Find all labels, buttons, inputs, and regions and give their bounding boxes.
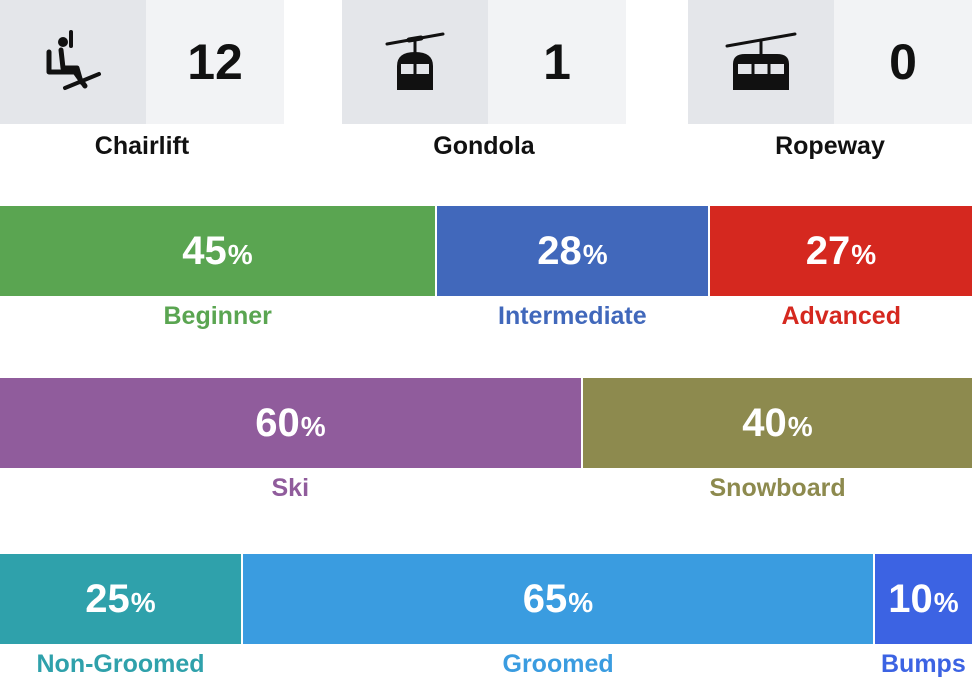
lift-gondola: 1 Gondola	[342, 0, 626, 180]
percent-sign: %	[851, 239, 877, 270]
category-label-snowboard: Snowboard	[709, 474, 846, 502]
bar-segment-beginner: 45%	[0, 206, 435, 296]
grooming-bar: 25% Non-Groomed 65% Groomed 10% Bumps	[0, 554, 972, 686]
percent-sign: %	[130, 587, 156, 618]
chairlift-label: Chairlift	[94, 132, 190, 160]
data-label-beginner: 45	[182, 228, 227, 273]
bar-segment-bumps: 10%	[875, 554, 972, 644]
lift-summary: 12 Chairlift 1 Gondola	[0, 0, 972, 180]
bar-segment-snowboard: 40%	[583, 378, 972, 468]
category-label-advanced: Advanced	[781, 302, 901, 330]
data-label-ski: 60	[255, 400, 300, 445]
category-label-groomed: Groomed	[502, 650, 614, 678]
data-label-groomed: 65	[522, 576, 568, 621]
lift-chairlift: 12 Chairlift	[0, 0, 284, 180]
category-label-non-groomed: Non-Groomed	[36, 650, 205, 678]
bar-segment-advanced: 27%	[710, 206, 972, 296]
bar-segment-non-groomed: 25%	[0, 554, 241, 644]
data-label-intermediate: 28	[537, 228, 582, 273]
bar-segment-ski: 60%	[0, 378, 581, 468]
percent-sign: %	[933, 587, 959, 618]
data-label-non-groomed: 25	[85, 576, 130, 621]
gondola-label: Gondola	[433, 132, 535, 160]
percent-sign: %	[787, 411, 813, 442]
percent-sign: %	[568, 587, 594, 618]
category-label-beginner: Beginner	[163, 302, 272, 330]
percent-sign: %	[300, 411, 326, 442]
percent-sign: %	[582, 239, 608, 270]
percent-sign: %	[227, 239, 253, 270]
bar-segment-groomed: 65%	[243, 554, 873, 644]
lift-ropeway: 0 Ropeway	[688, 0, 972, 180]
category-label-intermediate: Intermediate	[498, 302, 647, 330]
gondola-icon	[342, 0, 488, 124]
category-label-ski: Ski	[271, 474, 310, 502]
category-label-bumps: Bumps	[881, 650, 966, 678]
ropeway-label: Ropeway	[775, 132, 885, 160]
ropeway-icon	[688, 0, 834, 124]
data-label-advanced: 27	[805, 228, 851, 273]
data-label-bumps: 10	[888, 576, 933, 621]
chairlift-count: 12	[146, 0, 284, 124]
difficulty-bar: 45% Beginner 28% Intermediate 27% Advanced	[0, 206, 972, 346]
ropeway-count: 0	[834, 0, 972, 124]
ski-snowboard-bar: 60% Ski 40% Snowboard	[0, 378, 972, 518]
data-label-snowboard: 40	[742, 400, 787, 445]
bar-segment-intermediate: 28%	[437, 206, 708, 296]
gondola-count: 1	[488, 0, 626, 124]
chairlift-icon	[0, 0, 146, 124]
